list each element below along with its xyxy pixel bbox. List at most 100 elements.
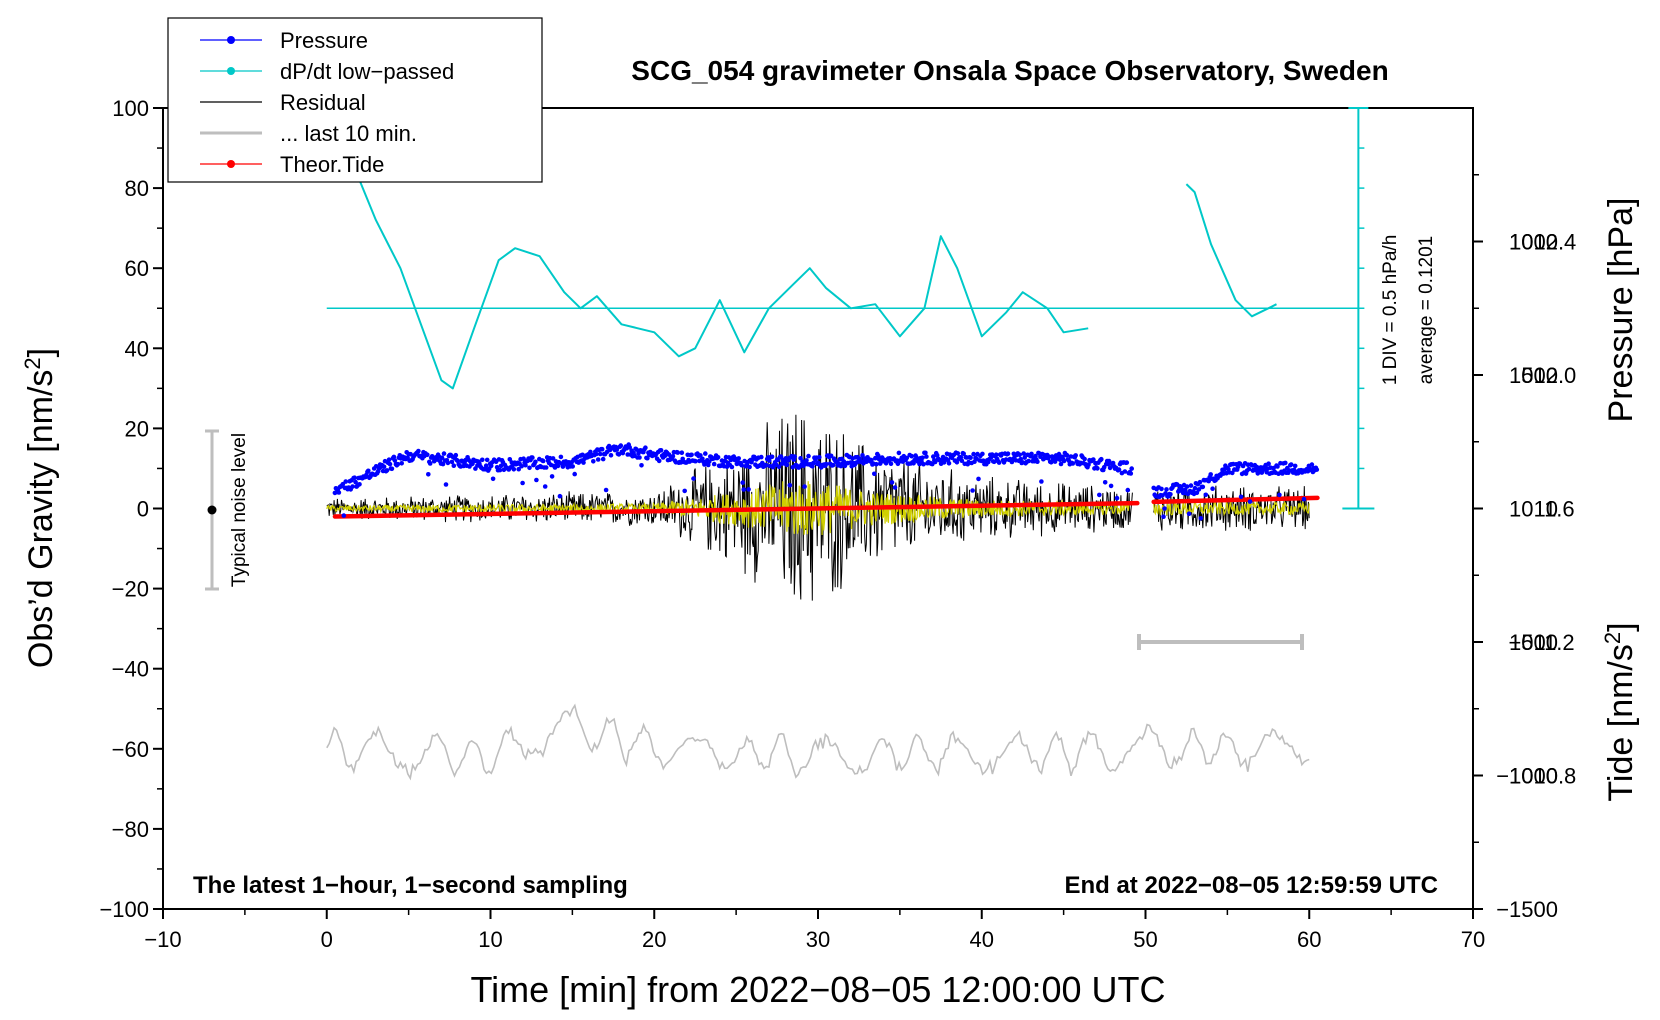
pressure-point (1082, 456, 1087, 462)
y-axis-label-left: Obs’d Gravity [nm/s2] (20, 348, 60, 668)
pressure-point (392, 458, 398, 463)
pressure-point (1277, 492, 1282, 498)
y-tick-label: 20 (125, 416, 149, 441)
pressure-point (806, 453, 811, 459)
pressure-point (543, 465, 549, 470)
pressure-point (498, 463, 504, 469)
pressure-point (904, 455, 910, 461)
pressure-point (823, 461, 829, 467)
pressure-point (366, 468, 371, 474)
pressure-point (439, 455, 445, 461)
pressure-point (769, 454, 775, 460)
pressure-tick-label: 1010.8 (1509, 764, 1576, 789)
pressure-point (580, 452, 585, 458)
pressure-point (427, 461, 433, 466)
y-tick-label: 100 (112, 96, 149, 121)
pressure-point (679, 450, 685, 456)
pressure-point (1122, 469, 1128, 474)
pressure-point (445, 460, 451, 466)
y-tick-label: −20 (112, 577, 149, 602)
pressure-point (747, 464, 752, 470)
pressure-point (1029, 451, 1034, 457)
dpdt-average-annotation: average = 0.1201 (1416, 236, 1437, 384)
pressure-point (453, 452, 459, 458)
pressure-point (872, 471, 877, 477)
pressure-point (892, 485, 898, 490)
tide-tick-label: −500 (1508, 630, 1558, 655)
pressure-point (711, 461, 717, 467)
pressure-point (490, 476, 496, 482)
pressure-point (970, 488, 975, 493)
pressure-point (923, 450, 928, 456)
pressure-point (736, 456, 741, 461)
pressure-point (675, 450, 681, 455)
pressure-point (980, 451, 985, 457)
pressure-point (1301, 496, 1307, 502)
x-tick-label: 10 (478, 927, 502, 952)
pressure-point (874, 461, 879, 467)
y-tick-label: −80 (112, 817, 149, 842)
pressure-point (976, 476, 981, 482)
legend-marker-5 (227, 160, 235, 168)
pressure-point (408, 451, 413, 457)
residual-line-segment-1 (326, 414, 1133, 601)
pressure-point (1314, 467, 1320, 472)
pressure-point (920, 455, 925, 461)
pressure-point (802, 484, 807, 489)
pressure-point (480, 457, 485, 463)
tide-tick-label: −1500 (1496, 897, 1558, 922)
pressure-point (530, 455, 535, 460)
pressure-point (353, 479, 358, 485)
y-axis-label-pressure: Pressure [hPa] (1602, 198, 1640, 423)
pressure-point (1197, 479, 1203, 485)
last-10-min-bracket (1137, 634, 1304, 650)
pressure-point (527, 465, 532, 471)
pressure-point (1288, 462, 1294, 467)
pressure-point (817, 454, 822, 460)
pressure-point (787, 482, 793, 488)
pressure-point (1161, 514, 1166, 519)
legend-box (167, 17, 543, 183)
legend-label-2: dP/dt low−passed (280, 59, 454, 84)
dpdt-div-annotation: 1 DIV = 0.5 hPa/h (1380, 235, 1401, 386)
pressure-point (1108, 483, 1114, 489)
pressure-point (618, 443, 624, 448)
y-tick-label: 0 (137, 497, 149, 522)
pressure-point (591, 459, 596, 464)
x-tick-label: 60 (1297, 927, 1321, 952)
pressure-point (1188, 483, 1194, 488)
pressure-point (715, 455, 721, 460)
tide-tick-label: −1000 (1496, 764, 1558, 789)
pressure-point (1035, 459, 1040, 465)
pressure-point (350, 484, 355, 489)
pressure-point (1309, 462, 1315, 467)
pressure-point (425, 452, 430, 458)
pressure-point (1210, 486, 1215, 492)
pressure-point (511, 467, 517, 472)
tide-axis-ticks: 1000 500 0 −500 −1000 −1500 (1473, 230, 1558, 922)
pressure-series (332, 442, 1320, 521)
pressure-point (1017, 452, 1022, 458)
pressure-point (1203, 492, 1209, 498)
pressure-point (1283, 460, 1288, 466)
pressure-point (416, 448, 421, 454)
pressure-point (1246, 466, 1252, 472)
y-tick-label: −60 (112, 737, 149, 762)
pressure-point (706, 462, 711, 468)
legend-label-1: Pressure (280, 28, 368, 53)
pressure-point (1086, 462, 1091, 468)
pressure-point (1099, 456, 1104, 462)
pressure-point (707, 459, 712, 464)
tide-tick-label: 1000 (1509, 230, 1558, 255)
pressure-point (759, 454, 764, 460)
pressure-point (1128, 471, 1134, 476)
pressure-point (869, 457, 874, 463)
pressure-point (1184, 484, 1190, 489)
pressure-point (1186, 511, 1192, 516)
pressure-point (614, 447, 620, 452)
y-axis-ticks: 100 80 60 40 20 0 −20 −40 −60 −80 −100 (99, 96, 163, 922)
pressure-point (572, 471, 577, 477)
pressure-point (776, 464, 782, 470)
pressure-point (996, 460, 1002, 465)
pressure-point (1192, 485, 1198, 491)
